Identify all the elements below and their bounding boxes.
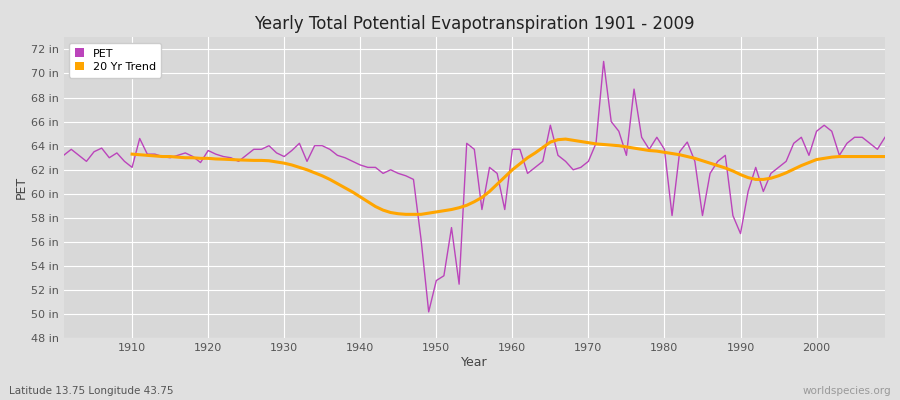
20 Yr Trend <box>271 160 282 164</box>
PET <box>332 153 343 158</box>
PET <box>286 148 297 153</box>
20 Yr Trend <box>522 155 533 160</box>
PET <box>507 147 517 152</box>
PET <box>614 129 625 134</box>
20 Yr Trend <box>127 152 138 156</box>
20 Yr Trend <box>560 137 571 142</box>
Y-axis label: PET: PET <box>15 176 28 200</box>
Line: PET: PET <box>64 62 885 312</box>
Text: worldspecies.org: worldspecies.org <box>803 386 891 396</box>
PET <box>423 310 434 314</box>
20 Yr Trend <box>879 154 890 159</box>
20 Yr Trend <box>302 167 312 172</box>
20 Yr Trend <box>400 212 411 217</box>
Title: Yearly Total Potential Evapotranspiration 1901 - 2009: Yearly Total Potential Evapotranspiratio… <box>254 15 695 33</box>
PET <box>879 135 890 140</box>
PET <box>515 147 526 152</box>
PET <box>598 59 609 64</box>
20 Yr Trend <box>590 142 601 146</box>
Line: 20 Yr Trend: 20 Yr Trend <box>132 139 885 214</box>
PET <box>119 159 130 164</box>
20 Yr Trend <box>834 154 845 159</box>
X-axis label: Year: Year <box>461 356 488 369</box>
Legend: PET, 20 Yr Trend: PET, 20 Yr Trend <box>69 43 161 78</box>
20 Yr Trend <box>857 154 868 159</box>
PET <box>58 153 69 158</box>
Text: Latitude 13.75 Longitude 43.75: Latitude 13.75 Longitude 43.75 <box>9 386 174 396</box>
